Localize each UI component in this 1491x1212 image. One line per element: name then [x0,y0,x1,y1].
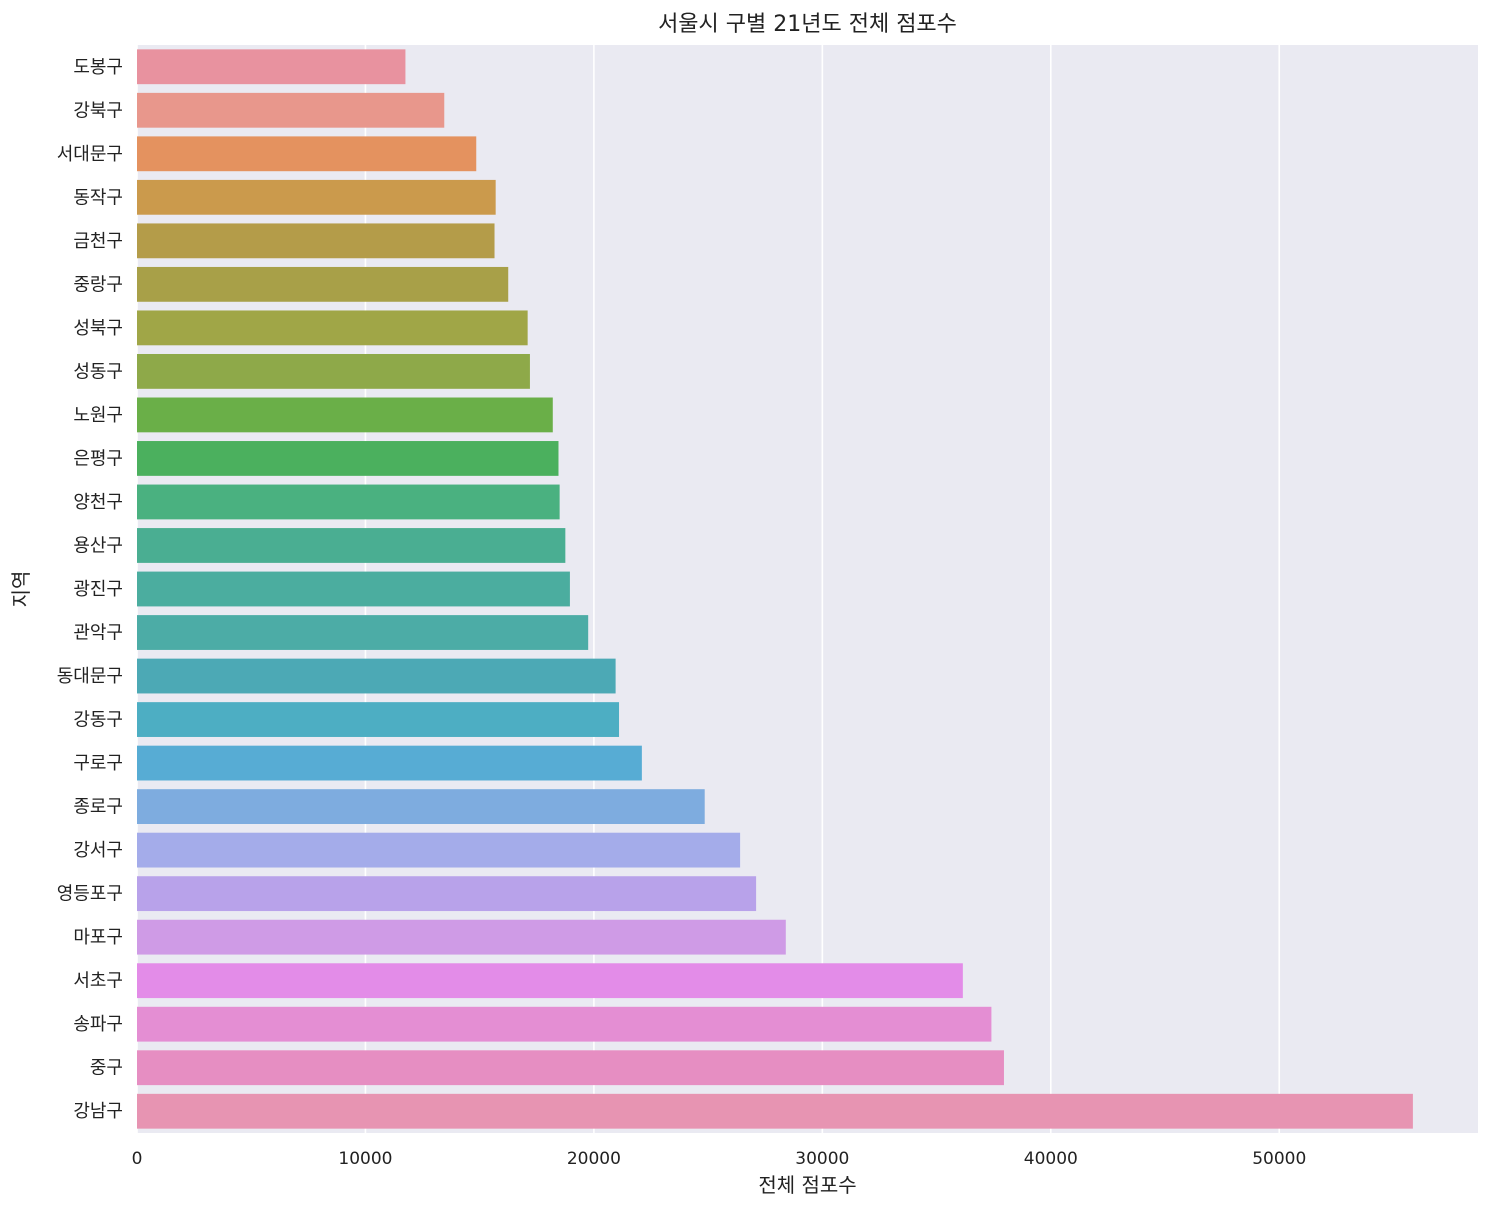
bar [137,1050,1004,1086]
category-label: 중랑구 [73,274,123,295]
category-label: 구로구 [73,753,123,774]
category-label: 관악구 [73,623,123,644]
y-axis-label: 지역 [9,571,33,608]
category-label: 강북구 [73,100,123,121]
x-tick-label: 0 [132,1149,143,1169]
category-label: 서대문구 [57,144,123,165]
category-label: 은평구 [73,448,123,469]
bar [137,963,963,999]
category-label: 종로구 [73,797,123,818]
bar [137,571,570,607]
bar [137,353,530,389]
category-label: 동작구 [73,187,123,208]
category-label: 성북구 [73,318,123,339]
x-axis-label: 전체 점포수 [758,1173,856,1197]
bar [137,1006,992,1042]
bar [137,745,642,781]
bar [137,397,553,433]
category-label: 강서구 [73,840,123,861]
bar [137,441,559,476]
category-labels: 도봉구강북구서대문구동작구금천구중랑구성북구성동구노원구은평구양천구용산구광진구… [57,57,123,1122]
bar [137,919,786,955]
category-label: 서초구 [73,971,123,992]
x-tick-label: 10000 [338,1149,392,1169]
bar [137,136,477,172]
x-tick-label: 50000 [1252,1149,1306,1169]
category-label: 노원구 [73,405,123,426]
category-label: 송파구 [73,1014,123,1035]
x-tick-label: 40000 [1024,1149,1078,1169]
bars [137,49,1413,1129]
bar [137,615,589,650]
category-label: 용산구 [73,535,123,556]
category-label: 도봉구 [73,57,123,78]
chart-title: 서울시 구별 21년도 전체 점포수 [658,12,957,37]
category-label: 영등포구 [57,884,123,905]
category-label: 광진구 [73,579,123,600]
category-label: 금천구 [73,231,123,252]
category-label: 마포구 [73,927,123,948]
bar [137,92,445,128]
bar [137,266,509,302]
x-tick-label: 30000 [795,1149,849,1169]
bar [137,702,620,737]
category-label: 동대문구 [57,666,123,687]
category-label: 성동구 [73,361,123,382]
bar [137,528,566,563]
bar [137,484,560,520]
bar [137,789,705,825]
category-label: 강남구 [73,1101,123,1122]
bar [137,310,528,346]
bar [137,223,495,259]
bar [137,876,757,912]
bar [137,49,406,85]
x-tick-label: 20000 [567,1149,621,1169]
category-label: 중구 [90,1058,123,1079]
bar [137,658,616,694]
x-tick-labels: 0 10000 20000 30000 40000 50000 [132,1149,1307,1169]
bar [137,1093,1413,1129]
category-label: 강동구 [73,710,123,731]
bar [137,832,741,868]
bar [137,179,496,215]
category-label: 양천구 [73,492,123,513]
